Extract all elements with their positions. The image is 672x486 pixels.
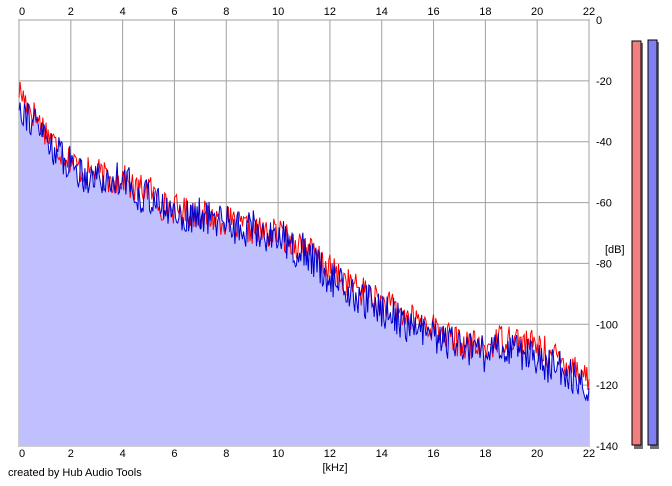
x-tick-label-bottom: 0 — [19, 448, 25, 460]
x-tick-label-top: 18 — [479, 6, 491, 18]
x-tick-label-bottom: 22 — [583, 448, 595, 460]
level-meters — [631, 39, 659, 449]
y-tick-label: -20 — [596, 76, 612, 88]
x-tick-label-top: 6 — [171, 6, 177, 18]
spectrum-fill-area — [19, 102, 589, 446]
y-tick-label: 0 — [596, 15, 602, 27]
x-tick-label-top: 20 — [531, 6, 543, 18]
x-tick-label-bottom: 8 — [223, 448, 229, 460]
y-tick-label: -80 — [596, 258, 612, 270]
x-tick-label-top: 0 — [19, 6, 25, 18]
x-tick-label-top: 12 — [324, 6, 336, 18]
x-tick-label-bottom: 12 — [324, 448, 336, 460]
x-tick-label-bottom: 14 — [376, 448, 388, 460]
series-line-red — [18, 81, 590, 391]
x-axis-label: [kHz] — [322, 462, 347, 474]
y-tick-label: -120 — [596, 380, 618, 392]
x-tick-label-bottom: 6 — [171, 448, 177, 460]
series-line-blue — [18, 102, 590, 402]
x-tick-label-top: 14 — [376, 6, 388, 18]
x-tick-label-top: 8 — [223, 6, 229, 18]
credit-text: created by Hub Audio Tools — [8, 467, 142, 479]
x-tick-label-top: 2 — [68, 6, 74, 18]
y-tick-label: -140 — [596, 441, 618, 453]
y-ticks-right: 0 -20 -40 -60 -80 -100 -120 -140 — [596, 15, 618, 453]
x-ticks-top: 0 2 4 6 8 10 12 14 16 18 20 22 — [19, 6, 595, 18]
y-tick-label: -100 — [596, 319, 618, 331]
x-tick-label-bottom: 4 — [120, 448, 126, 460]
x-tick-label-top: 10 — [272, 6, 284, 18]
x-tick-label-bottom: 18 — [479, 448, 491, 460]
x-tick-label-top: 16 — [427, 6, 439, 18]
x-tick-label-bottom: 2 — [68, 448, 74, 460]
x-tick-label-top: 4 — [120, 6, 126, 18]
y-tick-label: -60 — [596, 198, 612, 210]
x-ticks-bottom: 0 2 4 6 8 10 12 14 16 18 20 22 — [19, 448, 595, 460]
level-meter-right — [647, 39, 658, 446]
y-axis-label: [dB] — [605, 244, 625, 256]
x-tick-label-bottom: 16 — [427, 448, 439, 460]
level-meter-left — [631, 40, 642, 446]
x-tick-label-top: 22 — [583, 6, 595, 18]
x-tick-label-bottom: 20 — [531, 448, 543, 460]
y-tick-label: -40 — [596, 137, 612, 149]
x-tick-label-bottom: 10 — [272, 448, 284, 460]
